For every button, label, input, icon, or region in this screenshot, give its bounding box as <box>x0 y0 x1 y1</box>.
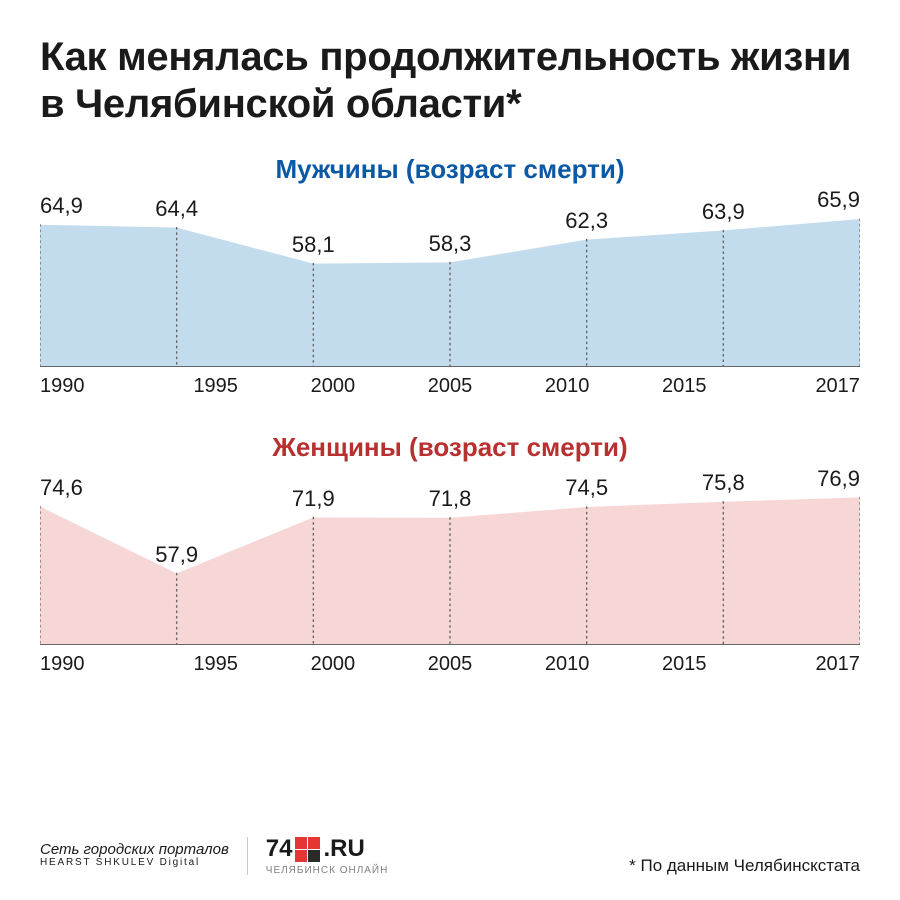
brand-74ru: 74 .RU ЧЕЛЯБИНСК ОНЛАЙН <box>266 835 389 876</box>
chart-block: Мужчины (возраст смерти) 64,9 64,4 58,1 58,… <box>40 154 860 398</box>
brand-network-title: Сеть городских порталов <box>40 842 229 858</box>
footer-divider <box>247 837 248 875</box>
value-label: 58,1 <box>292 232 335 258</box>
logo-74-number: 74 <box>266 835 293 863</box>
chart-subtitle: Женщины (возраст смерти) <box>40 432 860 463</box>
chart-area: 74,657,971,971,874,575,876,9 <box>40 485 860 645</box>
x-axis-label: 2015 <box>626 653 743 676</box>
value-label: 71,9 <box>292 486 335 512</box>
value-label: 62,3 <box>565 208 608 234</box>
logo-74-domain: .RU <box>323 835 364 863</box>
x-axis-label: 2005 <box>391 653 508 676</box>
chart-area: 64,964,458,158,362,363,965,9 <box>40 207 860 367</box>
x-axis-labels: 1990199520002005201020152017 <box>40 653 860 676</box>
value-label: 65,9 <box>817 187 860 213</box>
x-axis-label: 2000 <box>274 375 391 398</box>
value-label: 71,8 <box>429 486 472 512</box>
footer: Сеть городских порталов HEARST SHKULEV D… <box>40 835 860 876</box>
value-label: 76,9 <box>817 466 860 492</box>
x-axis-label: 2010 <box>509 375 626 398</box>
x-axis-label: 2005 <box>391 375 508 398</box>
value-label: 75,8 <box>702 470 745 496</box>
logo-74-subtitle: ЧЕЛЯБИНСК ОНЛАЙН <box>266 865 389 876</box>
value-label: 74,6 <box>40 475 83 501</box>
x-axis-label: 1995 <box>157 653 274 676</box>
value-label: 63,9 <box>702 199 745 225</box>
chart-block: Женщины (возраст смерти) 74,6 57,9 71,9 71,… <box>40 432 860 676</box>
value-label: 64,4 <box>155 196 198 222</box>
value-label: 64,9 <box>40 193 83 219</box>
logo-74-tiles <box>295 837 320 862</box>
value-label: 74,5 <box>565 475 608 501</box>
x-axis-label: 1990 <box>40 653 157 676</box>
value-label: 57,9 <box>155 542 198 568</box>
x-axis-label: 2010 <box>509 653 626 676</box>
x-axis-label: 1990 <box>40 375 157 398</box>
brand-network-sub: HEARST SHKULEV Digital <box>40 858 229 869</box>
footnote: * По данным Челябинскстата <box>629 856 860 876</box>
x-axis-labels: 1990199520002005201020152017 <box>40 375 860 398</box>
chart-subtitle: Мужчины (возраст смерти) <box>40 154 860 185</box>
x-axis-label: 2000 <box>274 653 391 676</box>
brand-network: Сеть городских порталов HEARST SHKULEV D… <box>40 842 229 868</box>
page-title: Как менялась продолжительность жизни в Ч… <box>40 34 860 128</box>
x-axis-label: 1995 <box>157 375 274 398</box>
value-label: 58,3 <box>429 231 472 257</box>
x-axis-label: 2015 <box>626 375 743 398</box>
x-axis-label: 2017 <box>743 653 860 676</box>
x-axis-label: 2017 <box>743 375 860 398</box>
